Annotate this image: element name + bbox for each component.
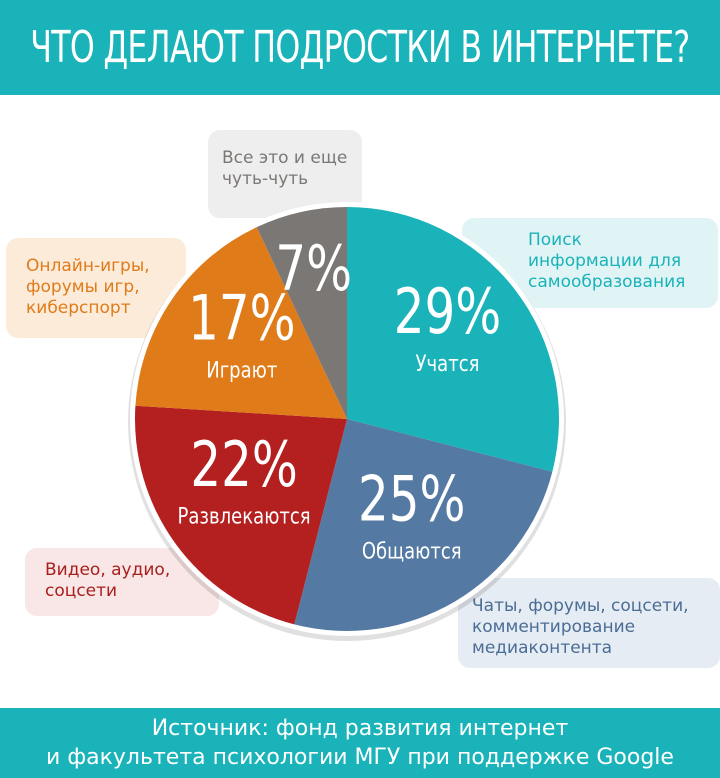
slice-percent-label: 22% [190, 429, 297, 501]
slice-percent-label: 25% [358, 464, 465, 536]
callout-communicating: Чаты, форумы, соцсети, комментирование м… [458, 578, 720, 668]
slice-category-label: Развлекаются [178, 503, 311, 529]
slice-category-label: Играют [206, 357, 277, 383]
slice-communicating [294, 419, 553, 632]
page-title: ЧТО ДЕЛАЮТ ПОДРОСТКИ В ИНТЕРНЕТЕ? [30, 22, 690, 73]
slice-percent-label: 7% [275, 233, 352, 305]
slice-entertainment [134, 405, 347, 625]
slice-category-label: Учатся [416, 350, 480, 376]
slice-category-label: Общаются [362, 538, 462, 564]
slice-percent-label: 17% [188, 283, 295, 355]
source-line-1: Источник: фонд развития интернет [151, 716, 569, 741]
slice-percent-label: 29% [394, 276, 501, 348]
callout-entertainment: Видео, аудио, соцсети [25, 548, 219, 616]
source-footer: Источник: фонд развития интернет и факул… [0, 708, 720, 778]
callout-learning: Поиск информации для самообразования [462, 218, 718, 308]
source-line-2: и факультета психологии МГУ при поддержк… [46, 745, 674, 770]
slice-other [256, 207, 347, 419]
slice-gaming [135, 227, 347, 419]
title-banner: ЧТО ДЕЛАЮТ ПОДРОСТКИ В ИНТЕРНЕТЕ? [0, 0, 720, 95]
slice-learning [347, 207, 560, 472]
